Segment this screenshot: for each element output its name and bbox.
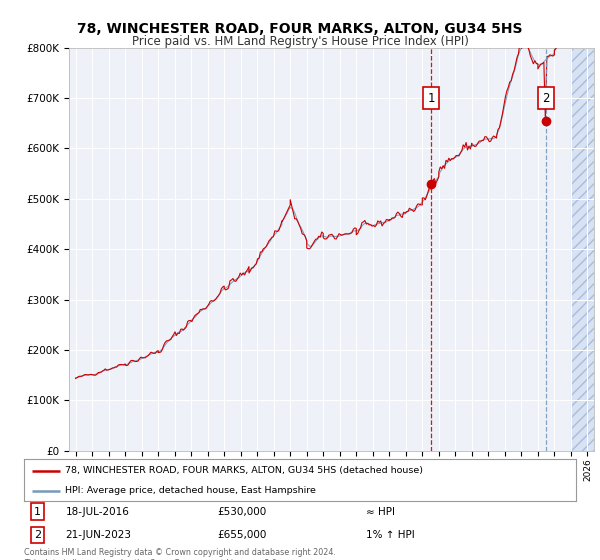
Bar xyxy=(571,48,594,451)
Text: HPI: Average price, detached house, East Hampshire: HPI: Average price, detached house, East… xyxy=(65,486,316,495)
Text: 1: 1 xyxy=(427,91,435,105)
Text: 2: 2 xyxy=(542,91,550,105)
Text: ≈ HPI: ≈ HPI xyxy=(366,507,395,516)
Text: 21-JUN-2023: 21-JUN-2023 xyxy=(65,530,131,540)
Text: 1: 1 xyxy=(34,507,41,516)
Text: Price paid vs. HM Land Registry's House Price Index (HPI): Price paid vs. HM Land Registry's House … xyxy=(131,35,469,48)
Text: 18-JUL-2016: 18-JUL-2016 xyxy=(65,507,129,516)
Text: 78, WINCHESTER ROAD, FOUR MARKS, ALTON, GU34 5HS (detached house): 78, WINCHESTER ROAD, FOUR MARKS, ALTON, … xyxy=(65,466,424,475)
Text: 78, WINCHESTER ROAD, FOUR MARKS, ALTON, GU34 5HS: 78, WINCHESTER ROAD, FOUR MARKS, ALTON, … xyxy=(77,22,523,36)
Text: £655,000: £655,000 xyxy=(217,530,266,540)
Bar xyxy=(571,48,594,451)
Text: Contains HM Land Registry data © Crown copyright and database right 2024.
This d: Contains HM Land Registry data © Crown c… xyxy=(24,548,336,560)
Text: 1% ↑ HPI: 1% ↑ HPI xyxy=(366,530,415,540)
Text: £530,000: £530,000 xyxy=(217,507,266,516)
Text: 2: 2 xyxy=(34,530,41,540)
